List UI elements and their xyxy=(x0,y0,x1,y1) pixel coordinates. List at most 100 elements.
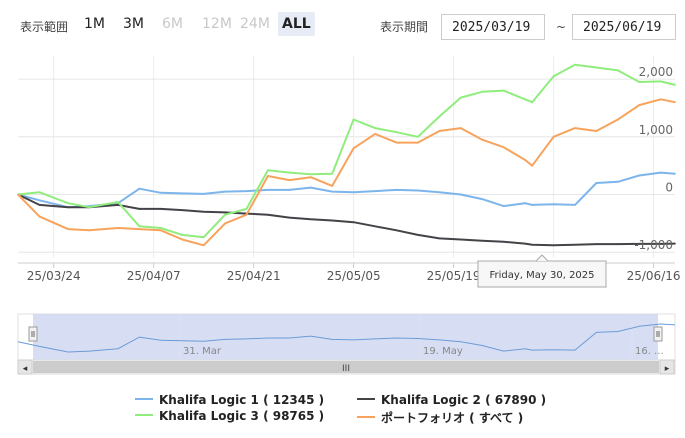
legend-item-series4[interactable]: ポートフォリオ ( すべて ) xyxy=(357,409,523,426)
data-point xyxy=(67,202,69,204)
data-point xyxy=(438,115,441,118)
range-button-24m: 24M xyxy=(240,16,270,32)
tooltip-box xyxy=(477,260,607,288)
data-point xyxy=(352,147,355,150)
data-point xyxy=(331,172,334,175)
data-point xyxy=(502,146,505,148)
range-toolbar: 表示範囲 1M 3M 6M 12M 24M ALL 表示期間 2025/03/1… xyxy=(0,0,685,48)
data-point xyxy=(288,179,291,181)
data-point xyxy=(574,127,576,129)
navigator-label-jun: 16. ... xyxy=(635,346,664,357)
legend-swatch xyxy=(357,397,375,400)
data-point xyxy=(160,227,162,229)
data-point xyxy=(638,81,641,83)
data-point xyxy=(374,133,376,135)
legend-swatch xyxy=(135,413,153,416)
data-point xyxy=(481,91,484,93)
legend-swatch xyxy=(357,415,375,418)
data-point xyxy=(502,241,505,243)
navigator-mask[interactable] xyxy=(33,314,658,360)
data-point xyxy=(267,169,269,172)
y-tick-label: 1,000 xyxy=(639,123,673,137)
data-point xyxy=(674,242,676,245)
series-line-1 xyxy=(17,171,676,209)
scrollbar-left-button[interactable] xyxy=(17,359,33,375)
data-point xyxy=(267,213,269,216)
range-button-1m[interactable]: 1M xyxy=(84,16,105,32)
scrollbar-thumb[interactable] xyxy=(33,361,659,373)
navigator-label-may: 19. May xyxy=(423,346,463,357)
data-point xyxy=(38,215,41,218)
data-point xyxy=(245,208,248,210)
data-point xyxy=(67,228,69,230)
data-point xyxy=(395,189,398,191)
data-point xyxy=(374,225,376,228)
legend: Khalifa Logic 1 ( 12345 ) Khalifa Logic … xyxy=(0,388,685,438)
navigator[interactable]: 31. Mar 19. May 16. ... xyxy=(17,313,676,361)
tooltip: Friday, May 30, 2025 xyxy=(477,254,607,288)
navigator-right-handle[interactable] xyxy=(653,326,663,342)
data-point xyxy=(524,159,526,161)
range-button-3m[interactable]: 3M xyxy=(123,16,144,32)
data-point xyxy=(224,190,226,193)
legend-item-series2[interactable]: Khalifa Logic 2 ( 67890 ) xyxy=(357,393,546,407)
scroll-left-icon: ◂ xyxy=(23,364,28,374)
scroll-right-icon: ▸ xyxy=(665,364,670,374)
data-point xyxy=(481,138,484,141)
data-point xyxy=(202,193,205,195)
data-point xyxy=(417,189,419,192)
data-point xyxy=(138,225,141,228)
data-point xyxy=(524,98,526,101)
data-point xyxy=(160,192,162,194)
data-point xyxy=(331,219,334,222)
data-point xyxy=(552,203,555,206)
y-axis: 2,000 1,000 0 -1,000 xyxy=(634,65,673,252)
data-point xyxy=(288,171,291,174)
data-point xyxy=(310,218,312,221)
data-point xyxy=(659,98,662,101)
chart-area: 2,000 1,000 0 -1,000 25/03/24 25/04/07 25/04/… xyxy=(17,56,681,375)
range-button-12m: 12M xyxy=(202,16,232,32)
from-date-input[interactable]: 2025/03/19 xyxy=(441,14,545,40)
data-point xyxy=(659,171,662,174)
data-point xyxy=(117,227,119,229)
legend-item-series1[interactable]: Khalifa Logic 1 ( 12345 ) xyxy=(135,393,324,407)
data-point xyxy=(224,213,226,216)
x-tick-label: 25/04/07 xyxy=(127,269,181,283)
data-point xyxy=(160,208,162,210)
data-point xyxy=(202,236,205,238)
data-point xyxy=(138,228,141,230)
data-point xyxy=(531,164,533,167)
period-label: 表示期間 xyxy=(380,20,429,34)
tooltip-text: Friday, May 30, 2025 xyxy=(489,270,594,281)
to-date-input[interactable]: 2025/06/19 xyxy=(572,14,676,40)
data-point xyxy=(288,216,291,219)
data-point xyxy=(595,130,598,132)
data-point xyxy=(481,198,484,200)
range-button-all[interactable]: ALL xyxy=(278,12,315,36)
legend-label: Khalifa Logic 3 ( 98765 ) xyxy=(159,409,325,423)
scrollbar[interactable]: ◂ III ▸ xyxy=(17,359,676,375)
scrollbar-grip-icon: III xyxy=(342,364,350,374)
legend-item-series3[interactable]: Khalifa Logic 3 ( 98765 ) xyxy=(135,409,324,423)
data-point xyxy=(138,208,141,210)
data-point xyxy=(224,222,226,225)
data-point xyxy=(552,136,555,138)
data-point xyxy=(395,131,398,133)
data-point xyxy=(138,187,141,190)
data-point xyxy=(617,69,619,72)
data-point xyxy=(481,239,484,242)
data-point xyxy=(659,80,662,83)
data-point xyxy=(531,101,533,103)
data-point xyxy=(331,190,334,193)
scrollbar-right-button[interactable] xyxy=(659,359,675,375)
data-point xyxy=(617,118,619,121)
navigator-left-handle[interactable] xyxy=(28,326,38,342)
data-point xyxy=(310,186,312,189)
data-point xyxy=(574,204,576,206)
data-point xyxy=(374,127,376,129)
data-point xyxy=(88,229,91,232)
legend-swatch xyxy=(135,397,153,400)
y-tick-label: -1,000 xyxy=(634,238,673,252)
data-point xyxy=(638,104,641,106)
